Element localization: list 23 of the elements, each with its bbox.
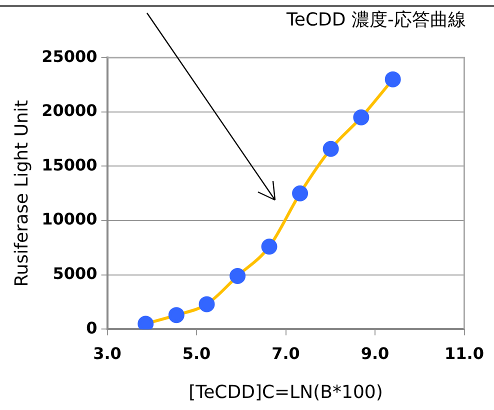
y-tick-label: 15000 xyxy=(42,155,98,174)
x-tick-label: 7.0 xyxy=(272,344,300,363)
point xyxy=(230,268,246,284)
point xyxy=(384,71,401,88)
y-tick-label: 25000 xyxy=(42,46,98,66)
x-tick-label: 5.0 xyxy=(182,344,211,363)
y-axis-title: Rusiferase Light Unit xyxy=(11,100,32,287)
point xyxy=(168,307,184,324)
x-tick-label: 11.0 xyxy=(444,344,484,363)
point xyxy=(322,140,339,157)
x-axis-title: [TeCDD]C=LN(B*100) xyxy=(188,382,383,403)
point xyxy=(261,238,278,255)
y-tick-label: 5000 xyxy=(52,264,98,284)
chart-title: TeCDD 濃度-応答曲線 xyxy=(285,9,466,30)
x-tick-label: 3.0 xyxy=(93,344,122,363)
point xyxy=(292,185,308,202)
y-tick-label: 10000 xyxy=(42,210,98,229)
x-tick-label: 9.0 xyxy=(360,344,390,363)
y-tick-label: 20000 xyxy=(42,101,98,120)
point xyxy=(198,296,215,312)
y-tick-label: 0 xyxy=(86,318,98,338)
point xyxy=(138,316,154,330)
point xyxy=(353,109,370,126)
